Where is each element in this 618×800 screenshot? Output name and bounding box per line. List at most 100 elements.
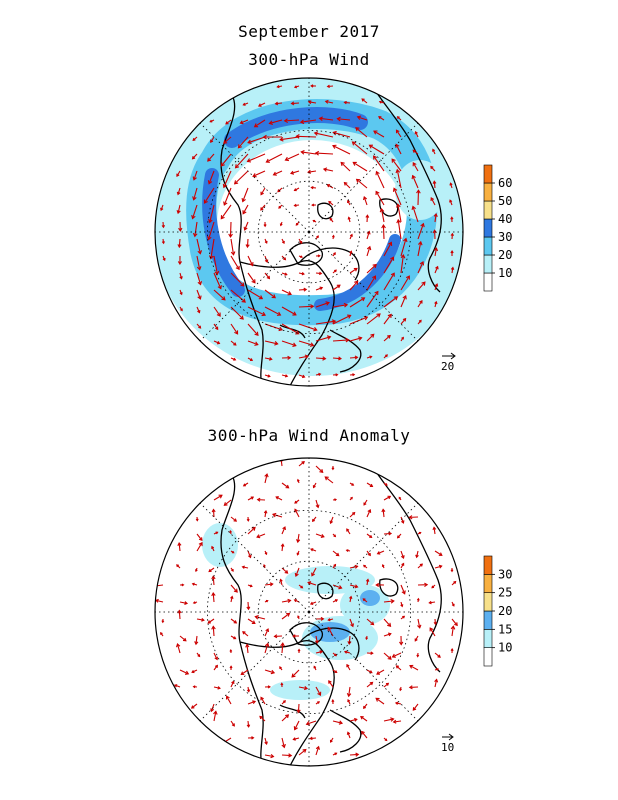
- wind-vector-head: [208, 568, 212, 573]
- meridian-line: [308, 502, 419, 613]
- wind-vector-head: [433, 621, 437, 626]
- wind-vector-head: [287, 355, 292, 360]
- wind-vector-head: [326, 84, 330, 89]
- wind-vector-head: [242, 631, 246, 635]
- wind-vector-head: [401, 336, 404, 340]
- wind-vector: [434, 565, 442, 569]
- wind-vector: [193, 170, 198, 180]
- wind-vector: [383, 633, 391, 637]
- wind-vector-head: [331, 234, 335, 238]
- wind-vector-head: [268, 120, 273, 126]
- wind-vector: [296, 135, 317, 138]
- wind-vector-head: [282, 526, 286, 530]
- wind-vector-head: [392, 719, 397, 724]
- wind-vector-head: [396, 218, 401, 224]
- wind-vector: [196, 272, 202, 285]
- wind-vector-head: [313, 131, 319, 136]
- wind-vector: [400, 254, 404, 274]
- wind-vector: [247, 340, 258, 346]
- wind-vector-head: [175, 643, 181, 648]
- wind-vector-head: [284, 156, 289, 162]
- wind-vector: [333, 131, 351, 138]
- meridian-line: [199, 611, 310, 722]
- wind-vector: [212, 592, 215, 603]
- wind-vector: [178, 610, 181, 620]
- wind-vector-head: [438, 564, 443, 569]
- wind-vector: [247, 289, 263, 300]
- wind-vector-head: [270, 669, 276, 675]
- wind-vector-head: [329, 520, 334, 525]
- wind-vector: [327, 184, 334, 189]
- wind-vector-head: [328, 200, 332, 204]
- wind-vector-head: [300, 585, 304, 589]
- coastline: [369, 81, 442, 293]
- wind-vector-head: [197, 250, 203, 255]
- wind-vector-head: [299, 119, 305, 125]
- wind-vector-head: [309, 736, 313, 741]
- wind-vector-head: [235, 265, 240, 271]
- wind-vector-head: [405, 275, 410, 280]
- wind-vector: [273, 170, 283, 176]
- latitude-circle: [206, 129, 412, 335]
- wind-vector: [323, 168, 334, 172]
- wind-vector: [315, 302, 330, 308]
- wind-vector: [315, 686, 321, 696]
- wind-vector-head: [264, 642, 270, 648]
- wind-vector-head: [334, 752, 338, 756]
- wind-vector-head: [179, 276, 183, 280]
- wind-vector-head: [334, 653, 337, 657]
- wind-vector-head: [324, 476, 329, 481]
- wind-vector: [281, 599, 291, 603]
- wind-vector: [256, 533, 266, 538]
- wind-vector-head: [223, 139, 228, 144]
- wind-vector: [260, 204, 266, 211]
- wind-vector: [207, 153, 215, 162]
- wind-vector: [349, 512, 356, 518]
- wind-vector-head: [417, 240, 423, 246]
- wind-vector-head: [316, 235, 319, 239]
- wind-vector-head: [280, 682, 284, 686]
- wind-vector-head: [329, 739, 333, 743]
- wind-vector-head: [411, 174, 416, 180]
- figure-title: September 2017: [238, 22, 380, 41]
- wind-vector-head: [249, 261, 254, 267]
- wind-vector-head: [264, 240, 268, 244]
- wind-vector-head: [289, 170, 295, 175]
- wind-vector-head: [225, 695, 230, 700]
- wind-vector: [209, 204, 215, 223]
- wind-vector: [213, 652, 218, 660]
- wind-vector-head: [313, 326, 318, 332]
- wind-vector-head: [365, 578, 370, 582]
- wind-vector-head: [366, 245, 372, 251]
- wind-vector-head: [208, 218, 213, 224]
- wind-vector: [281, 643, 284, 654]
- wind-vector-head: [176, 564, 179, 568]
- wind-vector-head: [334, 498, 338, 502]
- wind-vector-head: [432, 180, 437, 184]
- wind-vector-head: [217, 686, 221, 690]
- wind-vector: [193, 187, 198, 200]
- wind-vector-head: [218, 494, 223, 499]
- wind-vector: [366, 246, 371, 257]
- wind-vector-head: [260, 191, 264, 196]
- wind-vector-head: [319, 271, 323, 276]
- meridian-line: [199, 231, 310, 342]
- wind-vector-head: [211, 591, 216, 597]
- wind-vector: [383, 296, 398, 308]
- wind-vector-head: [176, 191, 181, 196]
- wind-vector-head: [343, 650, 348, 654]
- wind-vector-head: [369, 355, 373, 359]
- wind-vector-head: [290, 101, 295, 106]
- wind-vector: [281, 340, 296, 347]
- wind-vector-head: [370, 621, 375, 626]
- wind-vector-head: [288, 753, 293, 758]
- wind-vector-head: [375, 582, 380, 588]
- wind-vector-head: [233, 588, 238, 593]
- wind-vector: [260, 187, 266, 195]
- panel1-reference-label: 20: [441, 360, 454, 373]
- wind-vector-head: [272, 512, 277, 518]
- wind-vector-head: [182, 637, 187, 642]
- wind-vector-head: [274, 101, 279, 106]
- wind-vector: [434, 248, 437, 257]
- wind-vector-head: [201, 617, 205, 622]
